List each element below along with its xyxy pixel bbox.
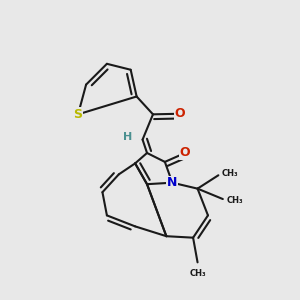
Text: O: O (174, 107, 185, 120)
Text: S: S (74, 108, 82, 121)
Text: H: H (123, 132, 132, 142)
Text: CH₃: CH₃ (226, 196, 243, 205)
Text: N: N (167, 176, 178, 189)
Text: O: O (180, 146, 190, 160)
Text: CH₃: CH₃ (222, 169, 238, 178)
Text: CH₃: CH₃ (190, 269, 206, 278)
